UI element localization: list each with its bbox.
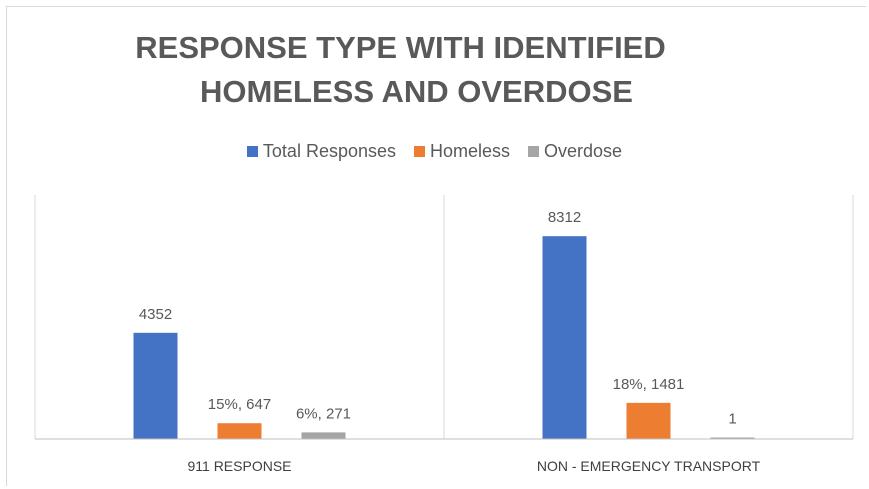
data-label: 6%, 271 bbox=[296, 405, 351, 422]
legend-label-overdose: Overdose bbox=[544, 141, 623, 161]
data-label: 15%, 647 bbox=[208, 396, 271, 413]
data-label: 1 bbox=[728, 411, 736, 428]
chart-legend: Total Responses Homeless Overdose bbox=[0, 141, 869, 162]
legend-swatch-overdose bbox=[528, 146, 540, 157]
legend-item-total: Total Responses bbox=[246, 141, 396, 162]
bar-homeless bbox=[626, 402, 671, 439]
category-label: NON - EMERGENCY TRANSPORT bbox=[537, 458, 761, 474]
chart-frame bbox=[6, 6, 866, 486]
legend-label-total: Total Responses bbox=[262, 141, 396, 161]
legend-swatch-homeless bbox=[414, 146, 425, 157]
data-label: 8312 bbox=[548, 209, 581, 226]
chart-title-line1: RESPONSE TYPE WITH IDENTIFIED bbox=[135, 30, 666, 65]
bar-overdose bbox=[301, 432, 346, 439]
bar-overdose bbox=[710, 437, 755, 439]
legend-item-homeless: Homeless bbox=[414, 141, 510, 162]
bar-total-responses bbox=[542, 236, 587, 439]
legend-label-homeless: Homeless bbox=[430, 141, 511, 161]
legend-item-overdose: Overdose bbox=[528, 141, 622, 162]
bar-homeless bbox=[217, 423, 262, 439]
chart-title-line2: HOMELESS AND OVERDOSE bbox=[200, 74, 633, 109]
legend-swatch-total bbox=[246, 146, 258, 157]
data-label: 18%, 1481 bbox=[613, 376, 685, 393]
category-label: 911 RESPONSE bbox=[187, 458, 291, 474]
bar-total-responses bbox=[133, 332, 178, 439]
data-label: 4352 bbox=[139, 306, 172, 323]
